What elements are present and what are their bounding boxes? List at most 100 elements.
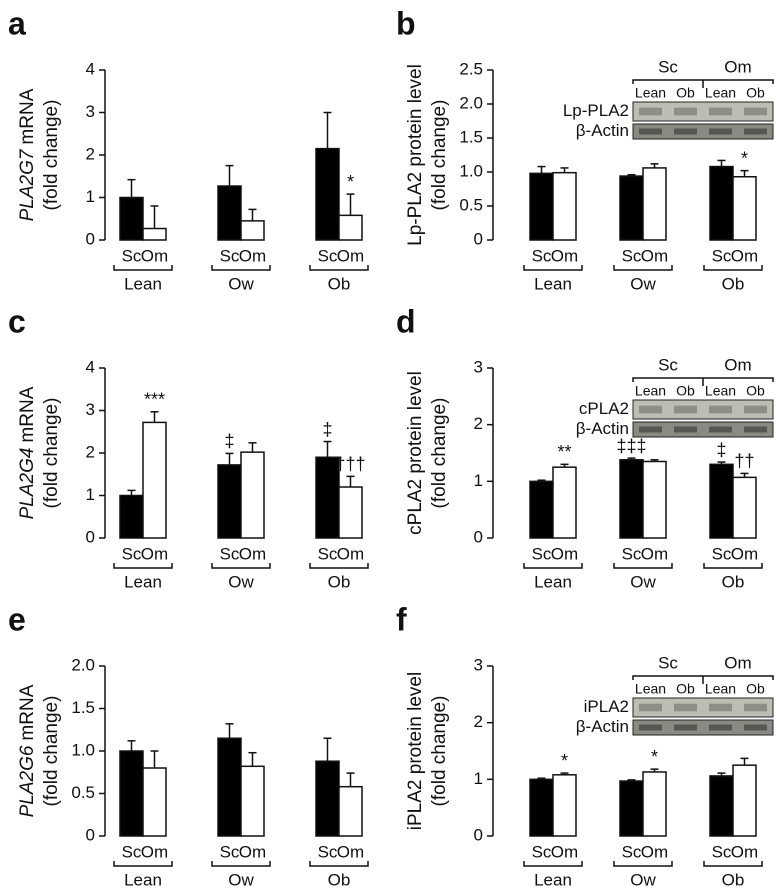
group-label: Lean	[534, 274, 572, 293]
y-tick-label: 2	[86, 144, 95, 163]
y-tick-label: 0	[474, 229, 483, 248]
group-bracket	[703, 861, 763, 867]
y-axis-label-text: mRNA	[17, 386, 38, 442]
bar	[732, 176, 757, 241]
y-tick-label: 1	[474, 471, 483, 490]
group-bracket	[113, 265, 173, 271]
blot-group-label: Sc	[658, 57, 678, 76]
blot-signal	[674, 128, 697, 135]
bar	[732, 476, 757, 539]
series-label: Sc	[220, 544, 240, 563]
series-label: Sc	[318, 246, 338, 265]
bar	[552, 466, 577, 539]
series-label: Om	[337, 842, 364, 861]
bar	[529, 778, 554, 837]
y-axis-label: iPLA2 protein level	[405, 672, 426, 830]
group-bracket	[113, 861, 173, 867]
y-tick-label: 1.5	[459, 127, 483, 146]
series-label: Om	[239, 842, 266, 861]
series-label: Sc	[532, 842, 552, 861]
series-label: Om	[551, 544, 578, 563]
panel-letter: f	[396, 601, 407, 637]
series-label: Om	[641, 544, 668, 563]
significance-mark: *	[347, 172, 354, 192]
blot-signal	[744, 426, 767, 433]
bar	[119, 196, 144, 241]
bar	[709, 463, 734, 539]
bar	[709, 165, 734, 241]
y-axis-label-gene: PLA2G4	[17, 448, 38, 520]
bar	[529, 480, 554, 539]
blot-signal	[709, 724, 732, 731]
series-label: Sc	[622, 544, 642, 563]
blot-signal	[639, 405, 662, 414]
y-axis-label: cPLA2 protein level	[405, 371, 426, 535]
blot-lane-label: Ob	[676, 85, 695, 101]
group-label: Lean	[534, 870, 572, 889]
group-label: Lean	[124, 274, 162, 293]
group-bracket	[523, 861, 583, 867]
group-bracket	[613, 265, 673, 271]
blot-signal	[744, 128, 767, 135]
series-label: Sc	[622, 842, 642, 861]
bar	[217, 737, 242, 837]
blot-signal	[674, 724, 697, 731]
series-label: Om	[141, 246, 168, 265]
blot-signal	[674, 703, 697, 712]
blot-lane-label: Ob	[746, 383, 765, 399]
group-bracket	[211, 861, 271, 867]
group-bracket	[613, 861, 673, 867]
group-label: Ow	[228, 870, 254, 889]
series-label: Sc	[532, 246, 552, 265]
y-tick-label: 2	[474, 414, 483, 433]
blot-signal	[709, 128, 732, 135]
group-label: Ob	[722, 870, 745, 889]
y-tick-label: 1.0	[459, 161, 483, 180]
bar	[642, 460, 667, 539]
bar	[217, 464, 242, 539]
group-label: Ow	[228, 274, 254, 293]
y-axis-label-unit: (fold change)	[41, 100, 62, 211]
bar	[338, 785, 363, 837]
significance-mark: ‡‡‡	[616, 436, 646, 456]
y-tick-label: 0	[474, 527, 483, 546]
significance-mark: ‡	[716, 440, 726, 460]
bar	[119, 494, 144, 539]
group-bracket	[523, 265, 583, 271]
series-label: Sc	[712, 842, 732, 861]
blot-lane-label: Lean	[635, 383, 666, 399]
blot-signal	[709, 405, 732, 414]
blot-band	[632, 123, 774, 140]
blot-bracket	[632, 675, 774, 684]
y-tick-label: 3	[474, 357, 483, 376]
y-tick-label: 0	[86, 527, 95, 546]
significance-mark: **	[557, 442, 571, 462]
bar	[240, 220, 265, 241]
y-tick-label: 2	[86, 442, 95, 461]
panel-letter: d	[396, 303, 416, 339]
bar	[619, 175, 644, 241]
bar	[142, 421, 167, 539]
bar	[119, 750, 144, 837]
bar	[338, 214, 363, 241]
group-bracket	[523, 563, 583, 569]
series-label: Sc	[532, 544, 552, 563]
blot-band	[632, 101, 774, 122]
bar	[240, 765, 265, 837]
y-tick-label: 4	[86, 357, 95, 376]
group-bracket	[309, 265, 369, 271]
series-label: Sc	[220, 246, 240, 265]
group-label: Ow	[630, 572, 656, 591]
group-label: Ow	[630, 870, 656, 889]
blot-group-label: Om	[724, 57, 751, 76]
group-label: Ob	[722, 274, 745, 293]
y-axis-label-text: mRNA	[17, 684, 38, 740]
series-label: Om	[141, 842, 168, 861]
bar	[240, 451, 265, 539]
blot-band	[632, 719, 774, 736]
y-axis-label-unit: (fold change)	[429, 100, 450, 211]
y-tick-label: 1	[474, 769, 483, 788]
blot-row-label: β-Actin	[576, 121, 629, 140]
blot-band	[632, 697, 774, 718]
group-label: Lean	[124, 572, 162, 591]
